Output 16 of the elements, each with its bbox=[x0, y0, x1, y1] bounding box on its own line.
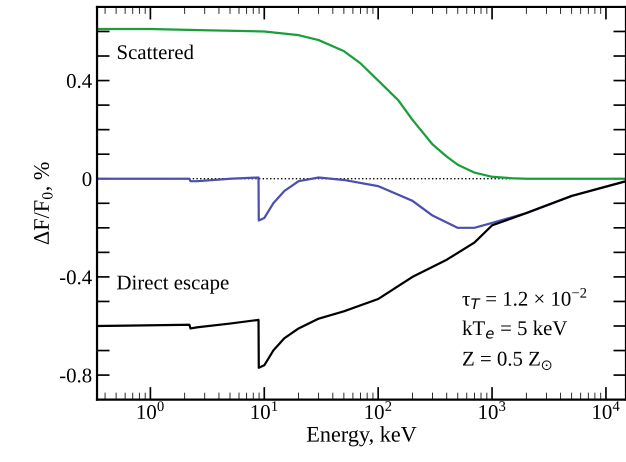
y-tick-label: 0 bbox=[82, 172, 92, 186]
y-tick-label: 0.4 bbox=[66, 74, 92, 88]
x-axis-title: Energy, keV bbox=[306, 426, 416, 446]
y-tick-label: -0.4 bbox=[60, 270, 92, 284]
y-tick-label: -0.8 bbox=[60, 368, 92, 383]
x-tick-label: 10$^{0}$ bbox=[138, 401, 164, 420]
x-tick-label: 10$^{4}$ bbox=[593, 401, 620, 420]
series-label: Direct escape bbox=[117, 276, 229, 294]
x-tick-label: 10$^{1}$ bbox=[252, 401, 278, 420]
series-label: Scattered bbox=[118, 44, 194, 60]
y-axis-title: ΔF/F$_{0}$, % bbox=[34, 162, 53, 244]
annotation: Z = 0.5 Z$_{⊙}$ bbox=[463, 352, 552, 370]
annotation: kT$_{e}$ = 5 keV bbox=[462, 320, 568, 339]
x-tick-label: 10$^{2}$ bbox=[366, 401, 392, 420]
annotation: τ$_{T}$ = 1.2 × 10$^{−2}$ bbox=[462, 288, 586, 310]
x-tick-label: 10$^{3}$ bbox=[479, 401, 506, 420]
